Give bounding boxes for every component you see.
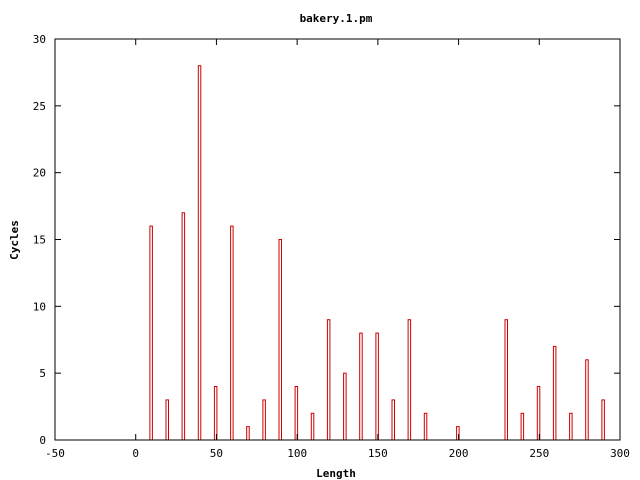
x-tick-label: -50 [45, 447, 65, 460]
bar-series [149, 65, 605, 441]
bar [375, 332, 379, 441]
bar [278, 239, 282, 441]
y-tick-label: 25 [33, 100, 46, 113]
bar [407, 319, 412, 441]
x-axis-label: Length [316, 467, 356, 480]
bar [536, 386, 541, 441]
bar [310, 412, 315, 441]
bar [504, 319, 508, 441]
bar [262, 399, 266, 441]
y-axis-label: Cycles [8, 220, 21, 260]
bar [181, 212, 186, 441]
bar [601, 399, 605, 441]
axis-ticks [54, 38, 621, 441]
x-tick-label: 100 [287, 447, 307, 460]
bar [246, 426, 250, 441]
bar [294, 386, 299, 441]
y-tick-label: 20 [33, 167, 46, 180]
x-tick-label: 300 [610, 447, 630, 460]
bar [359, 332, 363, 441]
bar [197, 65, 202, 441]
bar [423, 412, 428, 441]
bar [165, 399, 169, 441]
bar [230, 225, 234, 441]
y-tick-label: 5 [39, 367, 46, 380]
chart-title: bakery.1.pm [300, 12, 373, 25]
plot-border [54, 38, 621, 441]
bar [213, 386, 218, 441]
bar [326, 319, 331, 441]
bar [520, 412, 525, 441]
x-tick-label: 150 [368, 447, 388, 460]
x-tick-label: 250 [529, 447, 549, 460]
bar [569, 412, 573, 441]
y-tick-label: 30 [33, 33, 46, 46]
bar [552, 345, 557, 441]
bar [149, 225, 153, 441]
x-tick-label: 200 [449, 447, 469, 460]
y-tick-label: 15 [33, 234, 46, 247]
bar [391, 399, 395, 441]
x-tick-label: 50 [210, 447, 223, 460]
y-tick-label: 10 [33, 300, 46, 313]
y-tick-label: 0 [39, 434, 46, 447]
bar [343, 372, 347, 441]
bar [585, 359, 589, 441]
x-tick-label: 0 [132, 447, 139, 460]
